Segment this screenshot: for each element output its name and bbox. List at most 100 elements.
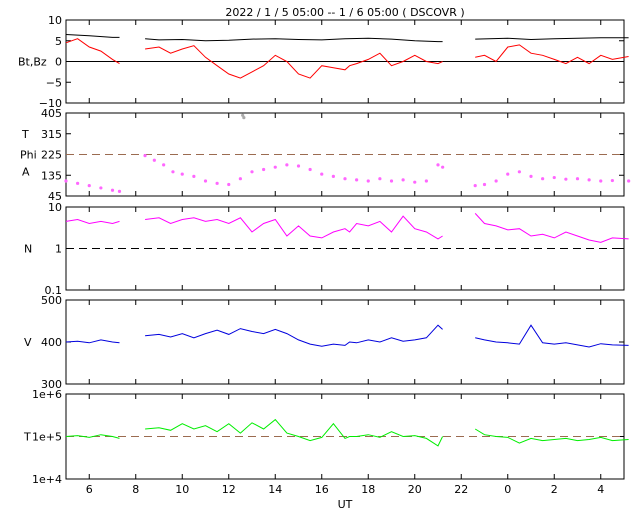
data-point bbox=[180, 172, 184, 176]
y-tick-label: 45 bbox=[48, 190, 62, 203]
y-tick-label: 0 bbox=[55, 56, 62, 69]
y-tick-label: 5 bbox=[55, 35, 62, 48]
x-tick-label: 22 bbox=[454, 483, 468, 496]
data-point bbox=[473, 184, 477, 188]
series-line-0 bbox=[65, 213, 629, 243]
data-point bbox=[541, 177, 545, 181]
panel-temperature: 1e+6 1e+5 1e+4 T bbox=[23, 388, 629, 486]
data-point bbox=[517, 170, 521, 174]
y-tick-label: 1e+4 bbox=[32, 473, 62, 486]
data-point bbox=[343, 177, 347, 181]
data-point bbox=[506, 172, 510, 176]
y-tick-label: 135 bbox=[41, 169, 62, 182]
y-axis-label: N bbox=[24, 243, 32, 256]
data-point bbox=[250, 170, 254, 174]
panel-density: 10 1 0.1 N bbox=[24, 201, 629, 297]
data-point bbox=[285, 163, 289, 167]
y-tick-label: 0.1 bbox=[45, 284, 63, 297]
y-axis-label: V bbox=[24, 336, 32, 349]
chart-title: 2022 / 1 / 5 05:00 -- 1 / 6 05:00 ( DSCO… bbox=[225, 6, 464, 19]
data-point bbox=[203, 179, 208, 183]
data-point bbox=[143, 154, 147, 158]
data-point bbox=[87, 184, 91, 188]
data-point bbox=[162, 163, 166, 167]
data-point bbox=[320, 172, 324, 176]
series-0 bbox=[64, 154, 631, 193]
y-tick-label: 405 bbox=[41, 107, 62, 120]
panels: 10 5 0 −5 −10 Bt,Bz 405 315 225 135 45 T Phi A 10 1 0.1 N… bbox=[18, 14, 631, 486]
x-axis-label: UT bbox=[338, 498, 353, 511]
x-tick-label: 16 bbox=[315, 483, 329, 496]
data-point bbox=[215, 181, 219, 185]
x-tick-label: 18 bbox=[361, 483, 375, 496]
data-point bbox=[110, 188, 115, 192]
data-point bbox=[262, 167, 266, 172]
x-tick-label: 8 bbox=[132, 483, 139, 496]
data-point bbox=[117, 189, 122, 193]
x-tick-label: 10 bbox=[175, 483, 189, 496]
series-1 bbox=[241, 113, 246, 120]
data-point bbox=[599, 179, 603, 183]
y-tick-label: 400 bbox=[41, 336, 62, 349]
data-point bbox=[308, 167, 312, 172]
x-tick-label: 0 bbox=[504, 483, 511, 496]
x-tick-label: 12 bbox=[222, 483, 236, 496]
y-axis-label: T bbox=[21, 128, 29, 141]
y-axis-label: T bbox=[23, 431, 31, 444]
data-point bbox=[378, 177, 382, 181]
y-tick-label: 225 bbox=[41, 149, 62, 162]
y-tick-label: 10 bbox=[48, 201, 62, 214]
data-point bbox=[171, 170, 175, 174]
data-point bbox=[552, 175, 556, 180]
data-point bbox=[355, 178, 359, 182]
data-point bbox=[227, 182, 231, 187]
data-point bbox=[152, 158, 156, 162]
y-axis-label: Phi bbox=[20, 149, 37, 162]
data-point bbox=[401, 178, 405, 182]
data-point bbox=[529, 174, 533, 179]
data-point bbox=[575, 177, 580, 181]
data-point bbox=[482, 182, 487, 187]
y-tick-label: 1e+5 bbox=[32, 431, 62, 444]
y-tick-label: 10 bbox=[48, 14, 62, 27]
data-point bbox=[192, 174, 196, 179]
series-line-0 bbox=[65, 418, 629, 447]
data-point bbox=[331, 174, 335, 179]
panel-mag: 10 5 0 −5 −10 Bt,Bz bbox=[18, 14, 629, 110]
data-point bbox=[587, 178, 591, 182]
y-tick-label: −5 bbox=[46, 76, 62, 89]
data-point bbox=[64, 179, 68, 183]
data-point bbox=[413, 180, 417, 184]
data-point bbox=[389, 179, 394, 183]
data-point bbox=[366, 179, 370, 183]
data-point bbox=[564, 177, 568, 181]
y-tick-label: 500 bbox=[41, 294, 62, 307]
x-axis: 6 8 10 12 14 16 18 20 22 0 2 4 bbox=[86, 483, 605, 496]
data-point bbox=[99, 186, 103, 190]
series-line-0 bbox=[65, 34, 629, 43]
x-tick-label: 14 bbox=[268, 483, 282, 496]
series-line-1 bbox=[65, 38, 629, 79]
data-point bbox=[242, 116, 246, 120]
data-point bbox=[76, 181, 80, 185]
x-tick-label: 20 bbox=[408, 483, 422, 496]
data-point bbox=[494, 179, 498, 183]
data-point bbox=[424, 179, 428, 183]
data-point bbox=[436, 163, 440, 167]
panel-frame bbox=[65, 299, 625, 385]
panel-speed: 500 400 300 V bbox=[24, 294, 629, 391]
y-tick-label: −10 bbox=[39, 97, 62, 110]
data-point bbox=[610, 178, 614, 183]
panel-angle: 405 315 225 135 45 T Phi A bbox=[20, 107, 631, 203]
y-axis-label: A bbox=[22, 165, 30, 178]
data-point bbox=[273, 165, 277, 169]
y-axis-label: Bt,Bz bbox=[18, 56, 47, 69]
data-point bbox=[296, 164, 301, 168]
x-tick-label: 6 bbox=[86, 483, 93, 496]
data-point bbox=[627, 179, 631, 183]
series-line-0 bbox=[65, 324, 629, 348]
x-tick-label: 4 bbox=[597, 483, 604, 496]
y-tick-label: 1 bbox=[55, 243, 62, 256]
data-point bbox=[238, 177, 242, 181]
